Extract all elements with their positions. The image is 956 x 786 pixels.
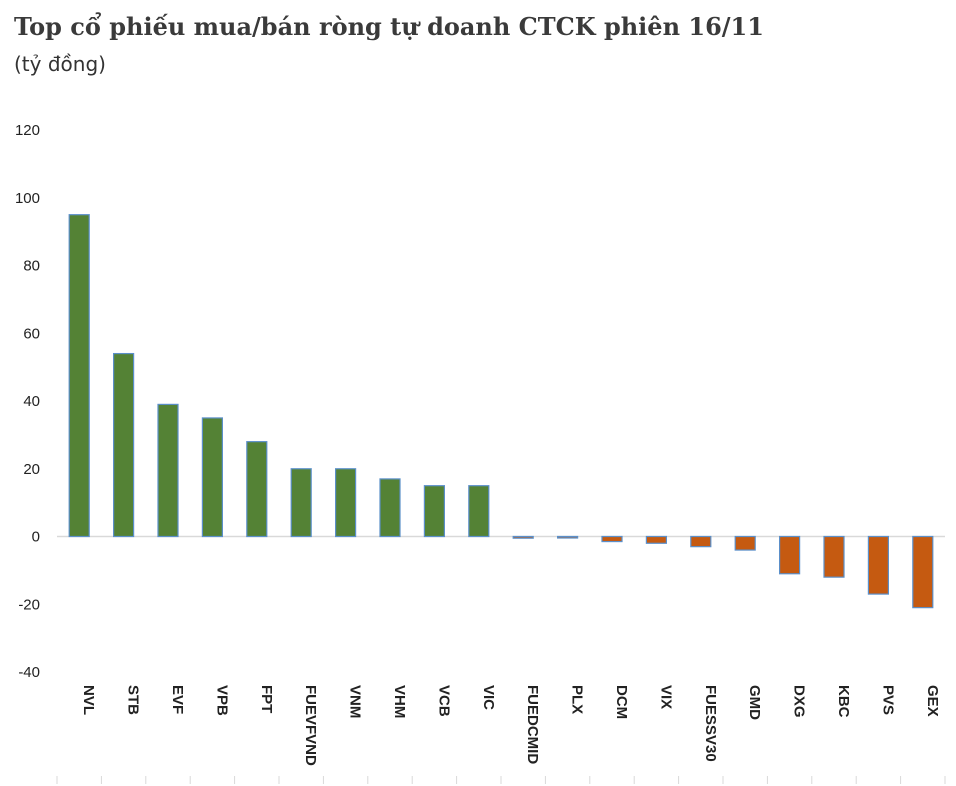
bar-vnm (335, 468, 357, 538)
x-category-label: PVS (879, 685, 896, 715)
bar-plx (556, 535, 579, 539)
x-category-label: GMD (746, 685, 763, 720)
y-tick-label: -20 (18, 596, 40, 613)
x-category-label: GEX (924, 685, 941, 717)
bar-fuessv30 (690, 535, 712, 548)
y-tick-label: 40 (23, 393, 40, 410)
x-category-label: FPT (258, 685, 275, 713)
x-category-label: FUESSV30 (702, 685, 719, 762)
x-category-label: VHM (391, 685, 408, 718)
bar-gmd (734, 535, 756, 551)
bar-pvs (867, 535, 890, 595)
x-category-label: FUEVFVND (302, 685, 319, 766)
bar-fuevfvnd (290, 468, 312, 538)
x-category-label: PLX (569, 685, 586, 714)
x-category-label: VNM (347, 685, 364, 718)
x-category-label: VPB (213, 685, 230, 716)
x-category-label: DXG (791, 685, 808, 718)
x-category-label: NVL (80, 685, 97, 715)
x-category-label: VCB (435, 685, 452, 717)
y-tick-label: -40 (18, 664, 40, 681)
bar-evf (157, 403, 179, 538)
y-tick-label: 60 (23, 325, 40, 342)
y-tick-label: 0 (32, 529, 40, 546)
bar-vcb (423, 485, 445, 538)
bar-dxg (778, 535, 801, 575)
x-category-label: EVF (169, 685, 186, 714)
chart-title: Top cổ phiếu mua/bán ròng tự doanh CTCK … (14, 12, 764, 41)
y-tick-label: 20 (23, 461, 40, 478)
bar-stb (112, 352, 135, 538)
bar-nvl (68, 214, 90, 538)
bar-fuedcmid (512, 535, 534, 539)
bar-fpt (246, 441, 268, 538)
bar-vpb (201, 417, 223, 538)
bar-vix (645, 535, 668, 544)
x-category-label: STB (125, 685, 142, 715)
x-category-label: FUEDCMID (524, 685, 541, 764)
bar-kbc (823, 535, 845, 578)
y-tick-label: 120 (15, 122, 40, 139)
chart-subtitle: (tỷ đồng) (14, 52, 106, 76)
x-category-label: KBC (835, 685, 852, 718)
x-category-label: DCM (613, 685, 630, 719)
bar-gex (912, 535, 934, 609)
bar-vic (468, 485, 490, 538)
x-category-label: VIX (657, 685, 674, 709)
x-category-label: VIC (480, 685, 497, 710)
y-tick-label: 100 (15, 190, 40, 207)
bar-dcm (601, 535, 623, 543)
bar-vhm (379, 478, 401, 538)
y-tick-label: 80 (23, 258, 40, 275)
